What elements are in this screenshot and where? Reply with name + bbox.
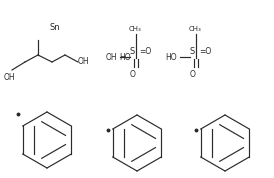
- Text: Sn: Sn: [50, 23, 61, 32]
- Text: OH: OH: [106, 53, 118, 62]
- Text: CH₃: CH₃: [129, 26, 142, 32]
- Text: O: O: [190, 70, 196, 79]
- Text: O: O: [130, 70, 136, 79]
- Text: HO: HO: [165, 53, 177, 62]
- Text: =O: =O: [139, 48, 151, 56]
- Text: OH: OH: [4, 73, 16, 82]
- Text: HO: HO: [119, 53, 131, 62]
- Text: S: S: [190, 48, 195, 56]
- Text: =O: =O: [199, 48, 211, 56]
- Text: CH₃: CH₃: [189, 26, 202, 32]
- Text: S: S: [130, 48, 135, 56]
- Text: OH: OH: [78, 57, 90, 67]
